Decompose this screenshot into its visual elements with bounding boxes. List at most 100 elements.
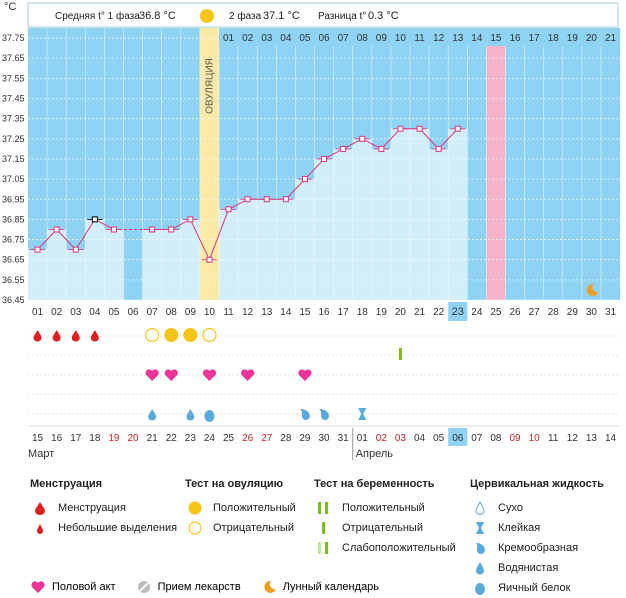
date-label: 22 — [166, 433, 178, 444]
cycle-day-label: 06 — [127, 307, 139, 318]
temp-point — [263, 196, 270, 203]
today-date-highlight — [448, 428, 468, 446]
temp-point — [187, 216, 194, 223]
date-label: 13 — [586, 433, 598, 444]
date-label: 01 — [357, 433, 369, 444]
phase2-day-number: 21 — [605, 33, 617, 44]
temp-line-segment — [380, 128, 401, 150]
ovulation-test-negative-icon — [145, 327, 160, 343]
phase1-value: 36.8 °C — [139, 10, 176, 22]
phase2-day-number: 03 — [261, 33, 273, 44]
temp-bar — [448, 128, 468, 300]
legend-pregnancy-test: Тест на беременность Положительный Отриц… — [314, 478, 456, 558]
y-tick-label: 37.75 — [2, 33, 25, 43]
legend-title: Цервикальная жидкость — [470, 478, 604, 490]
drop-icon — [35, 502, 45, 515]
phase2-label: 2 фаза — [229, 10, 262, 22]
phase2-day-header — [219, 28, 621, 46]
cycle-day-label: 16 — [318, 307, 330, 318]
legend-item: Прием лекарств — [157, 581, 241, 593]
cycle-day-label: 19 — [376, 307, 388, 318]
weak-stripe-icon — [318, 542, 328, 554]
temp-point — [378, 145, 385, 152]
date-label: 17 — [70, 433, 82, 444]
cycle-day-label: 22 — [433, 307, 445, 318]
y-tick-label: 37.45 — [2, 94, 25, 104]
dry-drop-icon — [475, 501, 485, 515]
y-tick-label: 36.45 — [2, 295, 25, 305]
legend-item: Яичный белок — [498, 582, 571, 594]
cycle-day-label: 07 — [147, 307, 159, 318]
legend-title: Тест на овуляцию — [185, 478, 284, 490]
pill-icon — [137, 581, 150, 593]
temp-point — [110, 226, 117, 233]
month-label: Март — [28, 448, 54, 460]
temp-line-segment — [56, 229, 77, 250]
cycle-day-label: 20 — [395, 307, 407, 318]
legend-item: Сухо — [498, 502, 523, 514]
period-day-column — [486, 28, 506, 300]
date-row: 15 16 17 18 19 20 21 22 23 24 25 26 27 28 29 30 31 01 02 03… — [28, 425, 621, 460]
temp-point — [454, 125, 461, 132]
ovulation-column — [199, 28, 219, 300]
single-stripe-icon — [322, 522, 325, 534]
heart-icon — [241, 369, 255, 381]
y-tick-label: 37.65 — [2, 53, 25, 63]
phase2-day-number: 10 — [395, 33, 407, 44]
date-label: 25 — [223, 433, 235, 444]
phase2-day-number: 13 — [452, 33, 464, 44]
phase2-day-number: 12 — [433, 33, 445, 44]
phase2-day-number: 09 — [376, 33, 388, 44]
date-label: 31 — [338, 433, 350, 444]
cycle-day-label: 31 — [605, 307, 617, 318]
y-tick-label: 36.85 — [2, 214, 25, 224]
cycle-day-label: 25 — [490, 307, 502, 318]
phase2-day-number: 17 — [529, 33, 541, 44]
cycle-day-label: 04 — [89, 307, 101, 318]
temp-line-segment — [208, 209, 230, 260]
date-label: 14 — [605, 433, 617, 444]
legend-cervical-fluid: Цервикальная жидкость Сухо Клейкая Кремо… — [470, 478, 604, 598]
ovulation-test-positive-icon — [183, 328, 198, 342]
cycle-day-label: 08 — [166, 307, 178, 318]
date-label: 30 — [318, 433, 330, 444]
legend-item: Слабоположительный — [342, 542, 456, 554]
y-axis: 37.75 37.65 37.55 37.45 37.35 37.25 37.15 37.05… — [2, 33, 25, 305]
marker-rows — [28, 327, 621, 422]
cycle-day-label: 14 — [280, 307, 292, 318]
date-label: 15 — [32, 433, 44, 444]
watery-drop-icon — [476, 562, 484, 575]
cycle-day-label: 27 — [529, 307, 541, 318]
date-label: 16 — [51, 433, 63, 444]
double-stripe-icon — [318, 502, 328, 514]
date-label: 06 — [452, 433, 464, 444]
phase2-value: 37.1 °C — [263, 10, 300, 22]
date-label: 03 — [395, 433, 407, 444]
temp-line-segment — [228, 198, 248, 210]
heart-icon — [298, 369, 312, 381]
date-label: 05 — [433, 433, 445, 444]
temp-point — [321, 155, 328, 162]
temp-bar — [410, 128, 430, 300]
cycle-day-label: 21 — [414, 307, 426, 318]
egg-white-icon — [475, 583, 485, 595]
cycle-day-label: 24 — [471, 307, 483, 318]
temp-bar — [66, 249, 86, 300]
temp-bar — [429, 148, 449, 300]
temp-point — [34, 246, 41, 253]
temp-line-segment — [304, 158, 325, 180]
creamy-drop-icon — [476, 543, 485, 554]
ovulation-test-negative-icon — [202, 327, 217, 343]
small-drop-icon — [37, 524, 43, 534]
filled-circle-icon — [188, 501, 202, 515]
cycle-day-label: 26 — [509, 307, 521, 318]
date-label: 20 — [127, 433, 139, 444]
temp-point — [397, 125, 404, 132]
phase2-day-number: 08 — [357, 33, 369, 44]
y-tick-label: 36.95 — [2, 194, 25, 204]
menstruation-drop-icon — [33, 330, 42, 342]
temp-bar — [333, 148, 353, 300]
temp-line-segment — [75, 219, 96, 250]
legend-item: Менструация — [58, 502, 126, 514]
temp-bar — [276, 199, 296, 300]
